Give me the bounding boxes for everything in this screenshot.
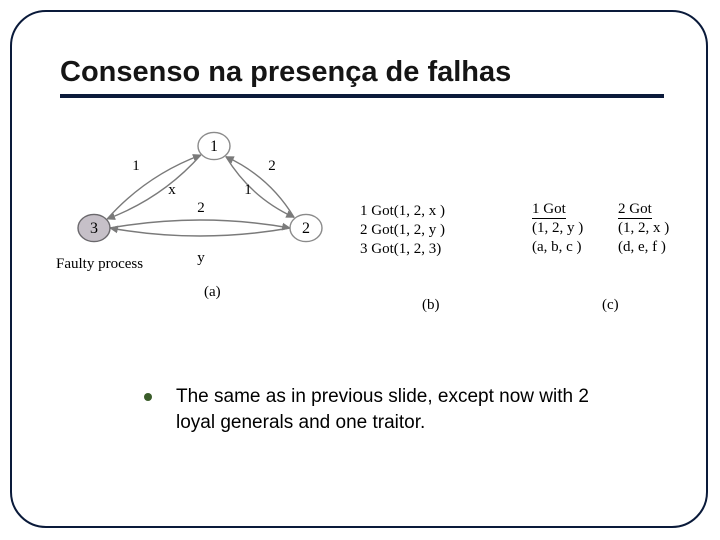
panel-c-line: (a, b, c ) (532, 238, 583, 257)
panel-b-line: 3 Got(1, 2, 3) (360, 240, 445, 259)
node-label: 3 (90, 220, 98, 237)
edge (110, 228, 290, 236)
edge-label: x (168, 182, 176, 198)
edge (226, 157, 294, 218)
panel-c-line: (1, 2, x ) (618, 219, 669, 238)
slide-title: Consenso na presença de falhas (60, 56, 511, 89)
edge-label: 2 (268, 158, 276, 174)
node-label: 1 (210, 138, 218, 155)
panel-c-line: (1, 2, y ) (532, 219, 583, 238)
diagram-a: 1x21y2132Faulty process(a) (56, 120, 356, 330)
col2-header: 2 Got (618, 201, 652, 219)
edge-label: 1 (244, 182, 252, 198)
edge-label: 2 (197, 200, 205, 216)
faulty-process-label: Faulty process (56, 256, 143, 272)
panel-b: 1 Got(1, 2, x )2 Got(1, 2, y )3 Got(1, 2… (360, 202, 445, 258)
edge (107, 155, 201, 219)
panel-c-col1: 1 Got(1, 2, y )(a, b, c ) (532, 200, 583, 256)
bullet-dot (144, 393, 152, 401)
node-label: 2 (302, 220, 310, 237)
title-underline (60, 94, 664, 98)
panel-c-line: (d, e, f ) (618, 238, 669, 257)
col1-header: 1 Got (532, 201, 566, 219)
edge (226, 157, 294, 218)
caption-a: (a) (204, 284, 221, 300)
bullet-text: The same as in previous slide, except no… (176, 384, 596, 435)
panel-b-line: 2 Got(1, 2, y ) (360, 221, 445, 240)
edge (110, 220, 290, 228)
panel-b-line: 1 Got(1, 2, x ) (360, 202, 445, 221)
edge-label: 1 (132, 158, 140, 174)
panel-c-col2: 2 Got(1, 2, x )(d, e, f ) (618, 200, 669, 256)
edge-label: y (197, 250, 205, 266)
diagram-a-svg: 1x21y2132Faulty process(a) (56, 120, 356, 330)
caption-c: (c) (602, 296, 619, 315)
caption-b: (b) (422, 296, 440, 315)
edge (107, 155, 201, 219)
